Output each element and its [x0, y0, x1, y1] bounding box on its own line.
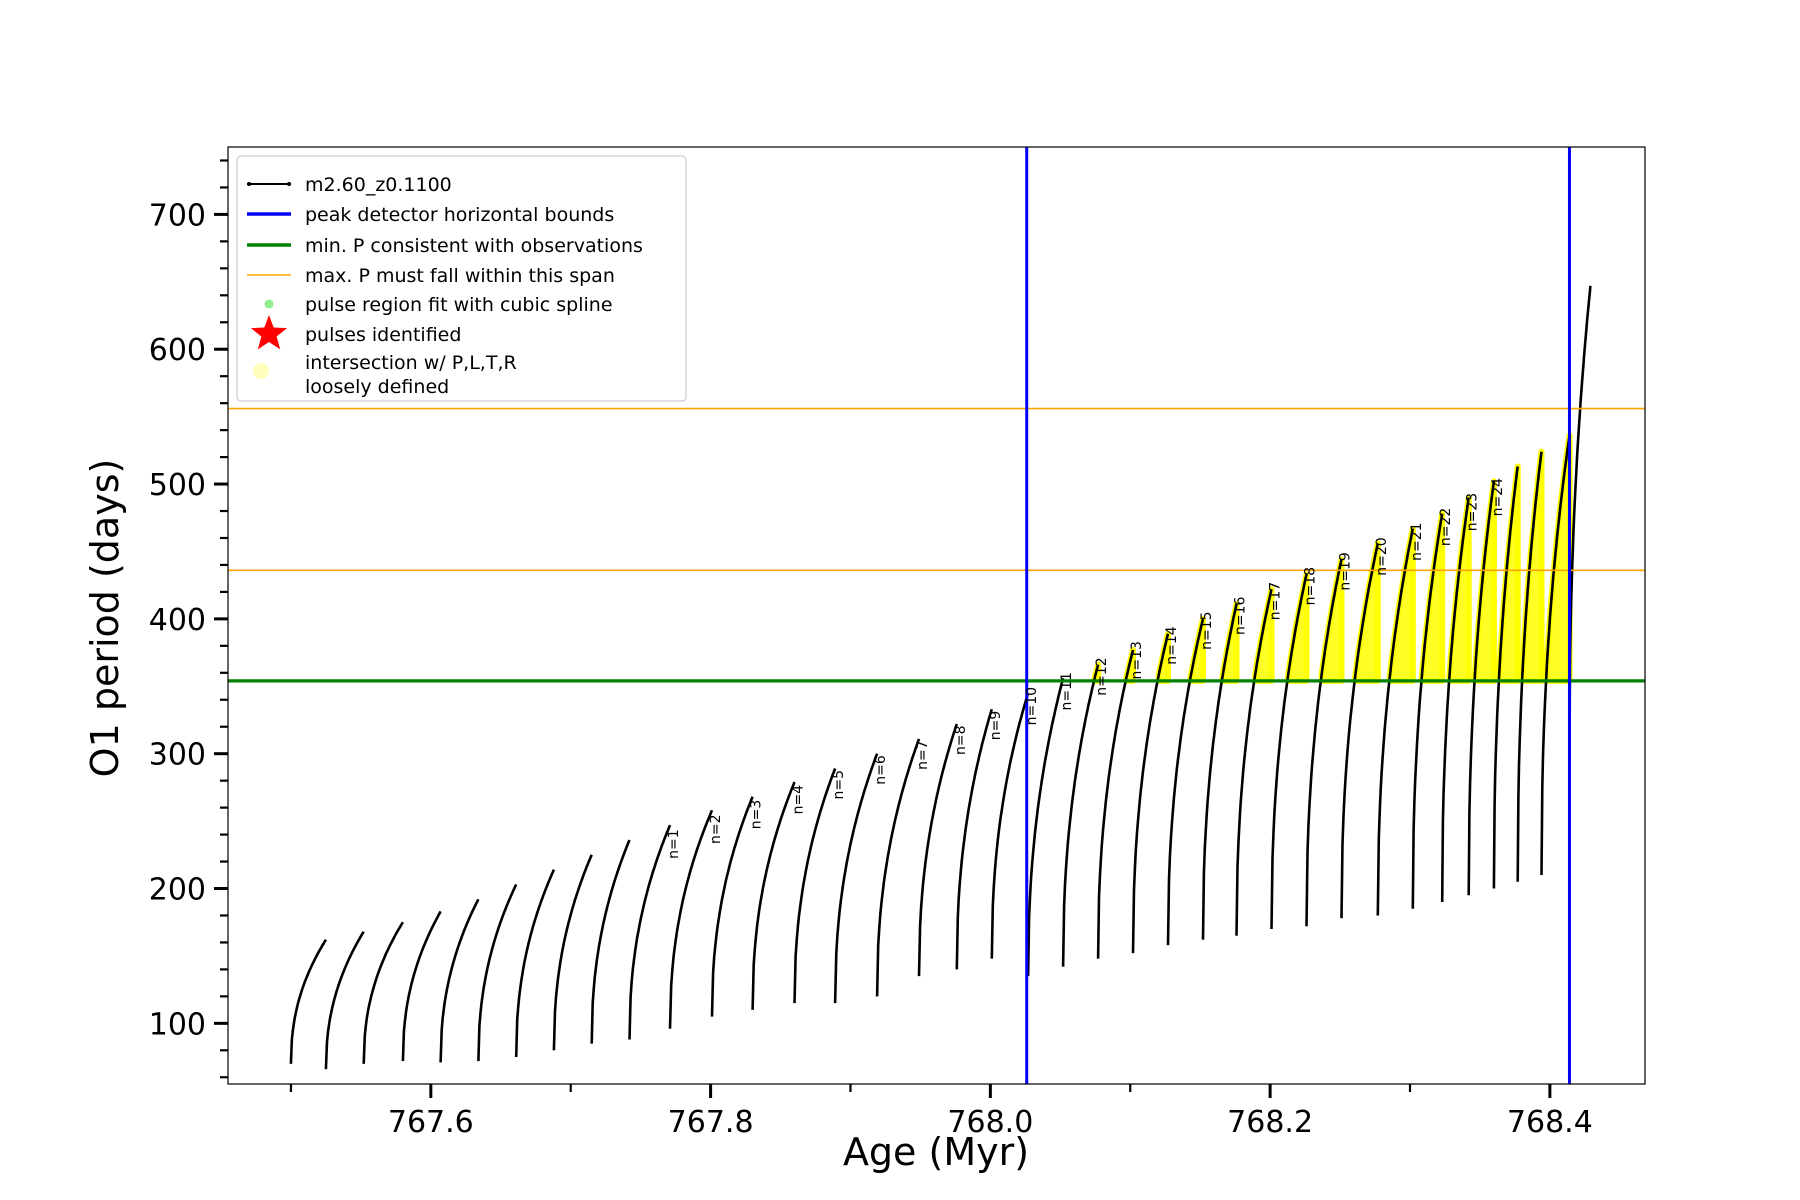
track-pulse-25 — [1201, 603, 1238, 940]
x-axis-label: Age (Myr) — [843, 1130, 1029, 1174]
legend-handle-circle — [253, 363, 269, 379]
legend-label-5: pulse region fit with cubic spline — [305, 294, 613, 316]
pulse-label-8: n=8 — [953, 725, 969, 755]
legend-label-3: min. P consistent with observations — [305, 235, 643, 257]
track-pulse-20 — [1026, 677, 1065, 977]
track-pulse-19 — [990, 692, 1030, 959]
pulse-label-24: n=24 — [1490, 478, 1506, 517]
track-pulse-34 — [1492, 466, 1519, 889]
legend-box — [236, 155, 687, 402]
x-tick-label-3: 768.0 — [947, 1105, 1033, 1140]
track-pulse-1 — [289, 939, 328, 1064]
y-tick-label-3: 300 — [149, 738, 206, 773]
pulse-label-1: n=1 — [666, 829, 682, 859]
track-pulse-9 — [590, 839, 631, 1044]
legend-handle-dot — [264, 299, 274, 309]
track-pulse-8 — [552, 854, 593, 1051]
legend-label-7-line2: loosely defined — [305, 376, 449, 398]
track-pulse-32 — [1440, 497, 1470, 903]
track-pulse-4 — [401, 910, 442, 1062]
pulse-label-15: n=15 — [1199, 611, 1215, 649]
track-pulse-22 — [1096, 649, 1135, 959]
track-pulse-7 — [514, 869, 556, 1058]
track-pulse-16 — [875, 738, 921, 997]
x-tick-label-2: 767.8 — [668, 1105, 754, 1140]
track-pulse-21 — [1061, 664, 1100, 967]
plot-frame — [227, 146, 1646, 1085]
track-pulse-37 — [1568, 285, 1592, 754]
pulse-label-9: n=9 — [988, 711, 1004, 741]
pulse-label-7: n=7 — [915, 740, 931, 770]
pulse-label-23: n=23 — [1465, 493, 1481, 531]
legend-label-6: pulses identified — [305, 324, 461, 346]
legend-label-4: max. P must fall within this span — [305, 265, 615, 287]
x-tick-label-1: 767.6 — [388, 1105, 474, 1140]
y-tick-label-5: 500 — [149, 468, 206, 503]
y-tick-label-2: 200 — [149, 873, 206, 908]
legend-label-1: m2.60_z0.1100 — [305, 174, 452, 196]
track-pulse-15 — [833, 753, 879, 1004]
pulse-label-16: n=16 — [1233, 596, 1249, 635]
y-tick-label-6: 600 — [149, 333, 206, 368]
pulse-label-2: n=2 — [708, 814, 724, 844]
pulse-label-19: n=19 — [1338, 552, 1354, 590]
track-pulse-28 — [1305, 559, 1343, 927]
track-pulse-17 — [917, 723, 959, 977]
track-pulse-27 — [1270, 574, 1308, 930]
pulse-label-20: n=20 — [1374, 537, 1390, 575]
pulse-label-5: n=5 — [831, 770, 847, 800]
axes: 767.6 767.8 768.0 768.2 768.4 100 200 300 400 500… — [149, 146, 1646, 1140]
legend-handle-track-dot — [287, 182, 291, 186]
track-pulse-2 — [324, 930, 365, 1070]
track-pulse-36 — [1540, 435, 1571, 876]
legend-handle-track-dot — [247, 182, 251, 186]
track-pulse-10 — [628, 824, 672, 1040]
pulse-label-17: n=17 — [1268, 582, 1284, 620]
track-pulse-13 — [751, 781, 796, 1010]
track-pulse-31 — [1411, 513, 1444, 909]
track-pulse-14 — [793, 768, 837, 1004]
track-pulse-23 — [1131, 633, 1170, 954]
pulse-label-12: n=12 — [1094, 657, 1110, 695]
y-tick-label-1: 100 — [149, 1007, 206, 1042]
track-pulse-11 — [668, 809, 714, 1029]
track-pulse-5 — [439, 898, 480, 1063]
track-pulse-24 — [1166, 618, 1205, 946]
track-pulse-35 — [1516, 451, 1543, 882]
y-tick-label-7: 700 — [149, 198, 206, 233]
x-tick-label-4: 768.2 — [1227, 1105, 1313, 1140]
legend-handle-star — [250, 315, 288, 350]
track-pulse-6 — [477, 883, 518, 1062]
track-pulse-18 — [955, 708, 994, 970]
y-tick-label-4: 400 — [149, 603, 206, 638]
pulse-label-22: n=22 — [1438, 508, 1454, 546]
track-pulse-30 — [1376, 528, 1415, 916]
pulse-label-11: n=11 — [1059, 672, 1075, 710]
pulse-label-4: n=4 — [791, 785, 807, 815]
pulse-label-21: n=21 — [1409, 522, 1425, 560]
plot-content: n=1 n=2 n=3 n=4 n=5 n=6 n=7 n=8 n=9 n=10 n=11 n=12 n… — [228, 147, 1645, 1084]
pulse-label-13: n=13 — [1129, 641, 1145, 679]
pulse-label-18: n=18 — [1303, 567, 1319, 605]
track-pulse-33 — [1467, 481, 1496, 896]
legend-label-2: peak detector horizontal bounds — [305, 204, 614, 226]
y-axis-label: O1 period (days) — [83, 459, 127, 778]
track-pulse-29 — [1340, 543, 1380, 919]
pulse-label-6: n=6 — [873, 755, 889, 785]
pulse-label-3: n=3 — [749, 800, 765, 830]
pulse-label-10: n=10 — [1024, 687, 1040, 725]
track-pulse-12 — [710, 796, 754, 1017]
x-tick-label-5: 768.4 — [1507, 1105, 1593, 1140]
plot-area: n=1 n=2 n=3 n=4 n=5 n=6 n=7 n=8 n=9 n=10 n=11 n=12 n… — [228, 147, 1645, 1084]
legend-label-7: intersection w/ P,L,T,R — [305, 352, 517, 374]
pulse-label-14: n=14 — [1164, 626, 1180, 665]
track-pulse-3 — [362, 921, 405, 1064]
